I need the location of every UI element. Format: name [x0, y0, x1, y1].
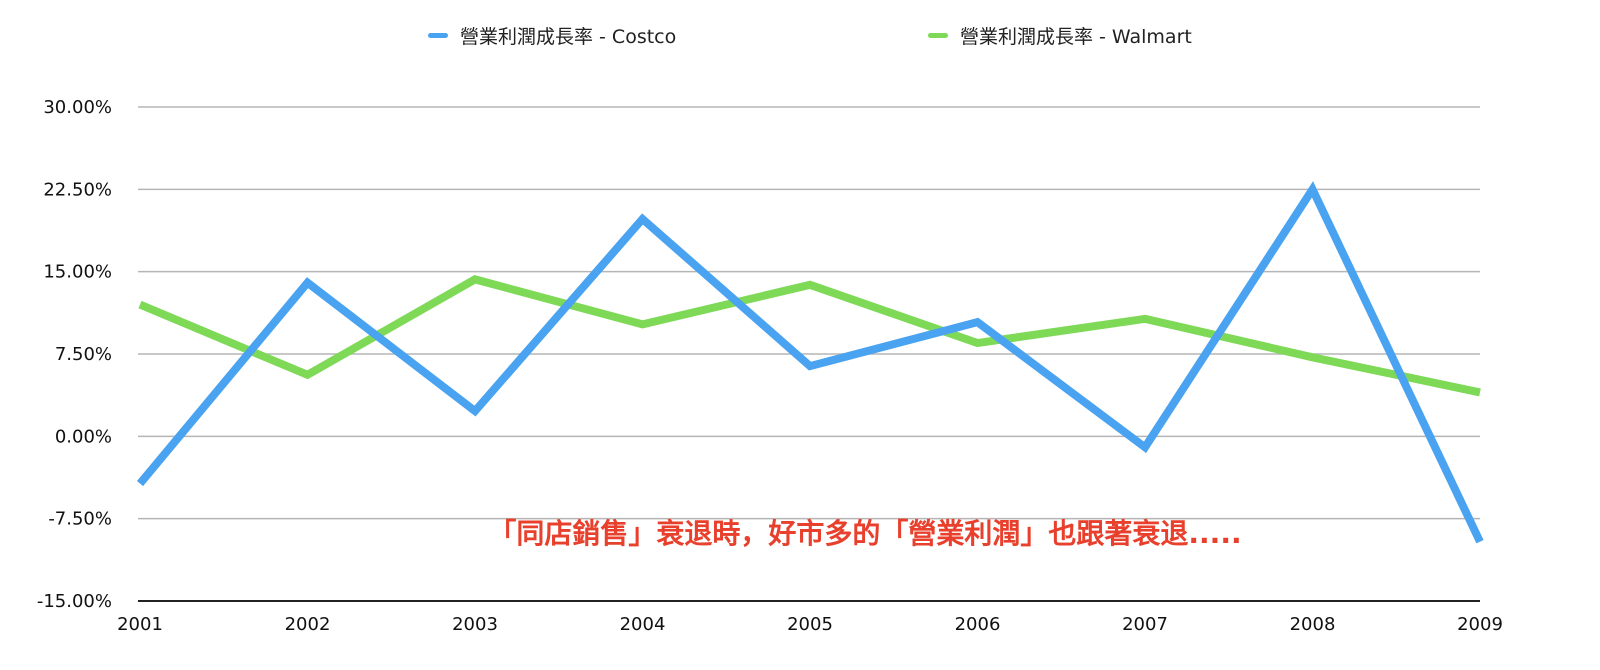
legend-swatch-walmart [928, 32, 948, 38]
legend-item-costco: 營業利潤成長率 - Costco [428, 20, 676, 50]
y-tick-label: 15.00% [43, 262, 112, 283]
x-tick-label: 2007 [1122, 614, 1168, 635]
legend-label-costco: 營業利潤成長率 - Costco [460, 25, 677, 48]
x-tick-label: 2009 [1457, 614, 1503, 635]
grid-lines [138, 106, 1480, 602]
y-tick-label: 7.50% [55, 344, 112, 365]
x-tick-label: 2008 [1290, 614, 1336, 635]
y-tick-label: -15.00% [37, 591, 112, 612]
x-tick-label: 2004 [620, 614, 666, 635]
x-tick-label: 2003 [452, 614, 498, 635]
data-series [136, 181, 1484, 544]
x-tick-label: 2002 [285, 614, 331, 635]
y-tick-label: 22.50% [43, 179, 112, 200]
x-tick-label: 2001 [117, 614, 163, 635]
legend-swatch-costco [428, 32, 448, 38]
x-tick-label: 2005 [787, 614, 833, 635]
y-tick-label: 0.00% [55, 426, 112, 447]
y-tick-label: -7.50% [48, 509, 112, 530]
x-tick-label: 2006 [955, 614, 1001, 635]
series-line-costco [136, 181, 1484, 544]
y-tick-label: 30.00% [43, 97, 112, 118]
series-line-walmart [138, 275, 1481, 397]
legend-item-walmart: 營業利潤成長率 - Walmart [928, 20, 1192, 50]
x-axis-tick-labels: 2001 2002 2003 2004 2005 2006 2007 2008 2009 [117, 614, 1503, 635]
y-axis-tick-labels: 30.00% 22.50% 15.00% 7.50% 0.00% -7.50% -15.00… [37, 97, 112, 612]
legend-label-walmart: 營業利潤成長率 - Walmart [960, 25, 1192, 48]
chart-annotation: 「同店銷售」衰退時，好市多的「營業利潤」也跟著衰退..... [488, 517, 1242, 550]
